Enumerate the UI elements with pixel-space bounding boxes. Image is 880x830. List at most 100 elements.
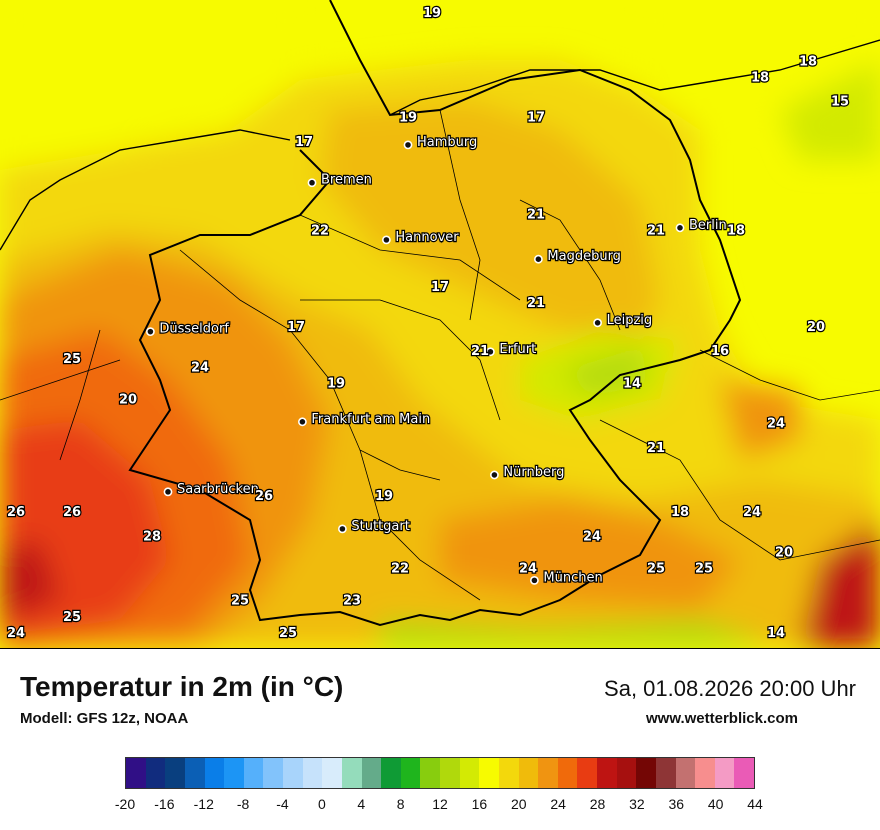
- coastline: [0, 39, 880, 251]
- city-bremen: Bremen: [307, 172, 373, 189]
- legend-tick: 0: [317, 796, 326, 812]
- legend-swatch: [518, 758, 539, 788]
- temperature-value-label: 17: [431, 280, 449, 295]
- temperature-value-label: 26: [255, 489, 273, 504]
- city-dot: [297, 417, 307, 427]
- temperature-value-label: 25: [231, 594, 249, 609]
- city-stuttgart: Stuttgart: [337, 518, 411, 535]
- legend-swatch: [263, 758, 283, 788]
- legend-swatch: [734, 758, 754, 788]
- legend-tick: -8: [236, 796, 250, 812]
- temperature-value-label: 21: [647, 441, 665, 456]
- legend-swatch: [538, 758, 558, 788]
- legend-tick: 44: [747, 796, 763, 812]
- legend-swatch: [597, 758, 617, 788]
- legend-swatch: [145, 758, 166, 788]
- temperature-value-label: 24: [583, 529, 601, 544]
- legend-tick: 24: [550, 796, 566, 812]
- legend-tick: 8: [396, 796, 405, 812]
- model-info: Modell: GFS 12z, NOAA: [20, 710, 189, 727]
- temperature-value-label: 19: [327, 376, 345, 391]
- city-dot: [307, 178, 317, 188]
- legend-swatch: [243, 758, 264, 788]
- temperature-value-label: 17: [295, 135, 313, 150]
- city-label: Magdeburg: [547, 249, 621, 264]
- legend-swatch: [675, 758, 696, 788]
- temperature-value-label: 25: [279, 626, 297, 641]
- city-dot: [534, 254, 543, 264]
- temperature-value-label: 18: [799, 54, 817, 69]
- city-dot: [593, 318, 602, 328]
- legend-swatch: [714, 758, 735, 788]
- legend-swatch: [400, 758, 421, 788]
- city-frankfurt-am-main: Frankfurt am Main: [297, 411, 431, 428]
- temperature-value-label: 20: [119, 392, 137, 407]
- forecast-datetime: Sa, 01.08.2026 20:00 Uhr: [604, 676, 856, 701]
- legend-swatch: [283, 758, 303, 788]
- legend-swatch: [655, 758, 676, 788]
- city-düsseldorf: Düsseldorf: [145, 320, 231, 338]
- legend-tick: 20: [510, 796, 527, 812]
- city-label: Leipzig: [607, 313, 653, 328]
- temperature-value-label: 21: [527, 296, 545, 311]
- legend-swatch: [695, 758, 715, 788]
- legend-tick: 40: [707, 796, 724, 812]
- temperature-value-label: 18: [751, 70, 769, 85]
- temperature-map: Hamburg Bremen Hannover Berlin Magdeburg Leip…: [0, 0, 880, 649]
- city-label: Stuttgart: [351, 519, 409, 534]
- legend-tick: -4: [276, 796, 289, 812]
- temperature-value-label: 28: [143, 529, 161, 544]
- website-link[interactable]: www.wetterblick.com: [646, 710, 798, 727]
- map-title: Temperatur in 2m (in °C): [20, 671, 344, 702]
- temperature-value-label: 22: [391, 562, 409, 577]
- color-legend: [125, 757, 755, 789]
- temperature-value-label: 26: [63, 505, 81, 520]
- temperature-value-label: 21: [647, 223, 665, 238]
- city-hannover: Hannover: [381, 229, 460, 246]
- temperature-value-label: 14: [623, 376, 641, 391]
- city-dot: [381, 235, 391, 245]
- legend-tick: -16: [154, 796, 175, 812]
- temperature-value-label: 22: [311, 223, 329, 238]
- legend-tick: 4: [357, 796, 366, 812]
- borders: [0, 0, 880, 627]
- temperature-value-label: 26: [7, 505, 25, 520]
- city-label: Düsseldorf: [159, 322, 229, 337]
- legend-swatch: [361, 758, 382, 788]
- city-label: Saarbrücken: [177, 482, 259, 497]
- temperature-value-label: 25: [695, 562, 713, 577]
- city-erfurt: Erfurt: [485, 341, 537, 358]
- legend-swatch: [459, 758, 480, 788]
- temperature-value-label: 18: [727, 223, 745, 238]
- temperature-value-label: 16: [711, 344, 729, 359]
- legend-swatch: [165, 758, 185, 788]
- legend-tick: 16: [471, 796, 488, 812]
- legend-tick-labels: -20 -16 -12 -8 -4 0 4 8 12 16 20 24 28 32 36 40 44: [115, 796, 763, 816]
- city-dot: [675, 223, 685, 233]
- legend-swatch: [440, 758, 460, 788]
- city-markers: Hamburg Bremen Hannover Berlin Magdeburg Leip…: [145, 134, 728, 587]
- temperature-value-label: 25: [647, 562, 665, 577]
- legend-tick: 28: [589, 796, 606, 812]
- german-border: [128, 0, 742, 627]
- city-dot: [337, 524, 347, 534]
- temperature-value-label: 24: [7, 626, 25, 641]
- city-dot: [485, 347, 495, 357]
- temperature-value-label: 19: [399, 111, 417, 126]
- legend-tick: 12: [432, 796, 448, 812]
- legend-swatch: [204, 758, 225, 788]
- temperature-value-label: 25: [63, 610, 81, 625]
- city-label: Frankfurt am Main: [311, 412, 430, 427]
- temperature-value-label: 20: [775, 545, 793, 560]
- city-label: Hannover: [395, 230, 459, 245]
- city-label: Berlin: [689, 218, 727, 233]
- legend-swatch: [420, 758, 440, 788]
- city-label: Hamburg: [417, 135, 477, 150]
- temperature-value-label: 14: [767, 626, 785, 641]
- legend-swatch: [498, 758, 519, 788]
- city-münchen: München: [530, 569, 604, 587]
- temperature-value-label: 19: [423, 6, 441, 21]
- city-magdeburg: Magdeburg: [534, 248, 622, 265]
- temperature-value-label: 17: [287, 320, 305, 335]
- city-dot: [163, 487, 173, 497]
